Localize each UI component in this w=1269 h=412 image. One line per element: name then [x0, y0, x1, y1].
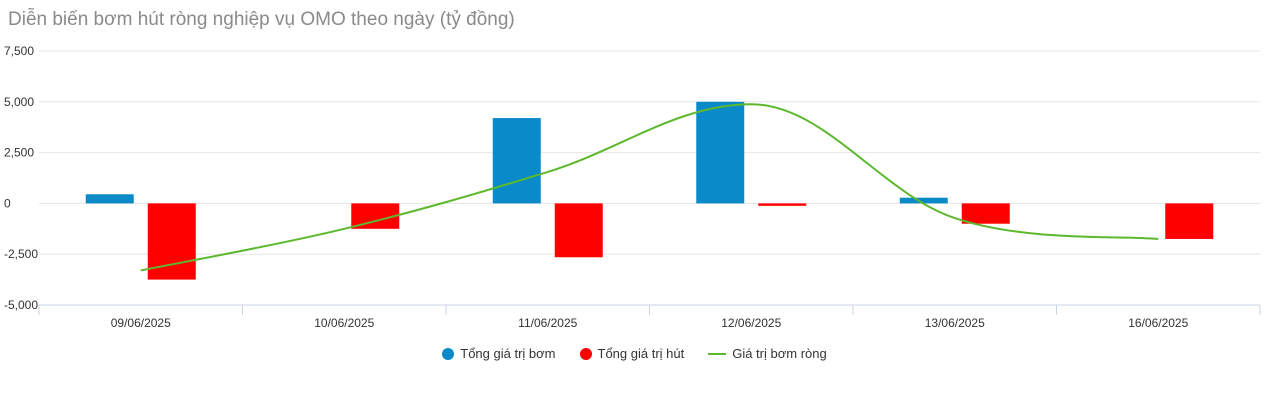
- y-tick-label: -5,000: [4, 298, 38, 312]
- legend-withdraw-label: Tổng giá trị hút: [597, 346, 685, 361]
- y-tick-label: 5,000: [4, 95, 34, 109]
- legend-item-withdraw[interactable]: Tổng giá trị hút: [579, 346, 685, 361]
- y-tick-label: -2,500: [4, 247, 38, 261]
- bar-inject: [492, 118, 541, 204]
- bar-withdraw: [758, 203, 807, 206]
- legend-item-inject[interactable]: Tổng giá trị bơm: [442, 346, 556, 361]
- x-tick-label: 09/06/2025: [111, 316, 171, 330]
- x-tick-label: 12/06/2025: [721, 316, 781, 330]
- legend-net-swatch: [708, 352, 727, 355]
- x-tick-label: 10/06/2025: [314, 316, 374, 330]
- y-tick-label: 7,500: [4, 44, 34, 58]
- legend-item-net[interactable]: Giá trị bơm ròng: [708, 346, 827, 361]
- bar-withdraw: [554, 203, 603, 258]
- bar-withdraw: [961, 203, 1010, 224]
- x-tick-label: 13/06/2025: [925, 316, 985, 330]
- legend-inject-swatch: [442, 347, 455, 360]
- bar-withdraw: [1165, 203, 1214, 239]
- y-tick-label: 2,500: [4, 146, 34, 160]
- line-layer: [140, 103, 1159, 272]
- axis-layer: 7,500 5,000 2,500 0 -2,500 -5,000 09/06/2025 10…: [4, 44, 1261, 330]
- grid-layer: [39, 50, 1260, 255]
- bar-layer: [85, 101, 1214, 280]
- legend-inject-label: Tổng giá trị bơm: [460, 346, 556, 361]
- bar-inject: [696, 101, 745, 204]
- legend-net-label: Giá trị bơm ròng: [732, 346, 827, 361]
- chart-title: Diễn biến bơm hút ròng nghiệp vụ OMO the…: [8, 9, 515, 30]
- y-tick-label: 0: [4, 196, 11, 210]
- x-tick-label: 16/06/2025: [1128, 316, 1188, 330]
- x-tick-label: 11/06/2025: [518, 316, 577, 330]
- chart-legend: Tổng giá trị bơm Tổng giá trị hút Giá tr…: [0, 346, 1269, 361]
- bar-inject: [85, 194, 134, 204]
- bar-inject: [899, 197, 948, 204]
- legend-withdraw-swatch: [579, 347, 592, 360]
- net-line: [140, 103, 1159, 272]
